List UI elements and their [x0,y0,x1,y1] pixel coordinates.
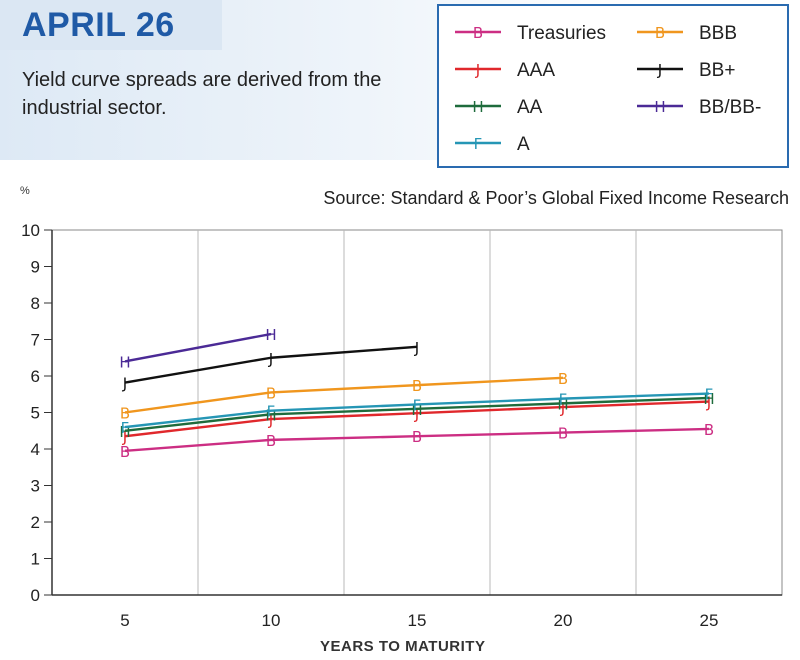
data-point-marker: B [266,384,276,402]
series-aa: H H H H H [119,390,714,441]
series-line [124,392,710,429]
legend-label: AA [517,97,543,118]
legend-label: BB+ [699,60,735,81]
y-tick-label: 3 [31,477,40,496]
data-point-marker: J [560,399,565,417]
series-line [124,400,710,438]
y-tick-label: 7 [31,331,40,350]
legend-marker: B [655,24,665,42]
data-point-marker: J [268,350,273,368]
data-point-marker: B [704,421,714,439]
data-point-marker: B [120,405,130,423]
data-point-marker: H [265,326,276,344]
data-point-marker: J [706,394,711,412]
page-title: APRIL 26 [22,6,175,44]
series-bb-bb-: HH [119,326,276,371]
legend-label: BB/BB- [699,97,761,118]
series-a: F F F F F [121,386,714,438]
data-point-marker: B [558,425,568,443]
data-point-marker: J [122,375,127,393]
data-point-marker: J [414,339,419,357]
data-point-marker: B [266,432,276,450]
series-aaa: J J J J J [122,394,711,447]
series-bbb: B B B B [120,370,568,423]
data-point-marker: F [705,386,714,404]
y-tick-label: 6 [31,367,40,386]
data-point-marker: H [119,423,130,441]
title-box [0,0,222,50]
legend-label: A [517,134,530,155]
data-point-marker: B [120,443,130,461]
data-point-marker: H [557,395,568,413]
data-point-marker: J [414,405,419,423]
data-point-marker: J [268,411,273,429]
legend-marker: H [472,98,483,116]
series-line [124,345,418,384]
x-tick-label: 25 [700,611,719,630]
x-tick-label: 20 [554,611,573,630]
legend-label: Treasuries [517,23,606,44]
y-tick-label: 4 [31,440,40,459]
data-point-marker: H [411,401,422,419]
legend-label: AAA [517,60,555,81]
data-point-marker: H [119,353,130,371]
y-tick-label: 0 [31,586,40,605]
data-point-marker: F [267,403,276,421]
x-axis-title: YEARS TO MATURITY [320,638,486,655]
legend-marker: B [473,24,483,42]
y-tick-label: 9 [31,258,40,277]
x-tick-label: 5 [120,611,129,630]
series-line [124,396,710,432]
subtitle: Yield curve spreads are derived from the… [22,69,382,119]
legend-marker: J [657,61,662,79]
legend-marker: J [475,61,480,79]
series-line [124,427,710,453]
series-line [124,376,564,414]
data-point-marker: B [412,428,422,446]
series-bb-: J J J [122,339,419,393]
series-treasuries: B B B B B [120,421,714,461]
source-note: Source: Standard & Poor’s Global Fixed I… [323,188,789,208]
data-point-marker: F [559,391,568,409]
y-tick-label: 5 [31,404,40,423]
series-line [124,332,272,363]
data-point-marker: J [122,428,127,446]
y-axis-unit: % [20,185,30,197]
data-point-marker: B [558,370,568,388]
y-tick-label: 2 [31,513,40,532]
y-tick-label: 10 [21,221,40,240]
legend-marker: F [474,135,483,153]
legend: B Treasuries J AAA H AA F A B BBB J BB+ H BB/BB- [437,4,789,168]
x-tick-label: 15 [408,611,427,630]
data-point-marker: H [703,390,714,408]
data-point-marker: F [121,419,130,437]
legend-marker: H [654,98,665,116]
y-tick-label: 8 [31,294,40,313]
y-tick-label: 1 [31,550,40,569]
legend-label: BBB [699,23,737,44]
data-point-marker: F [413,396,422,414]
data-point-marker: B [412,377,422,395]
x-tick-label: 10 [262,611,281,630]
data-point-marker: H [265,406,276,424]
